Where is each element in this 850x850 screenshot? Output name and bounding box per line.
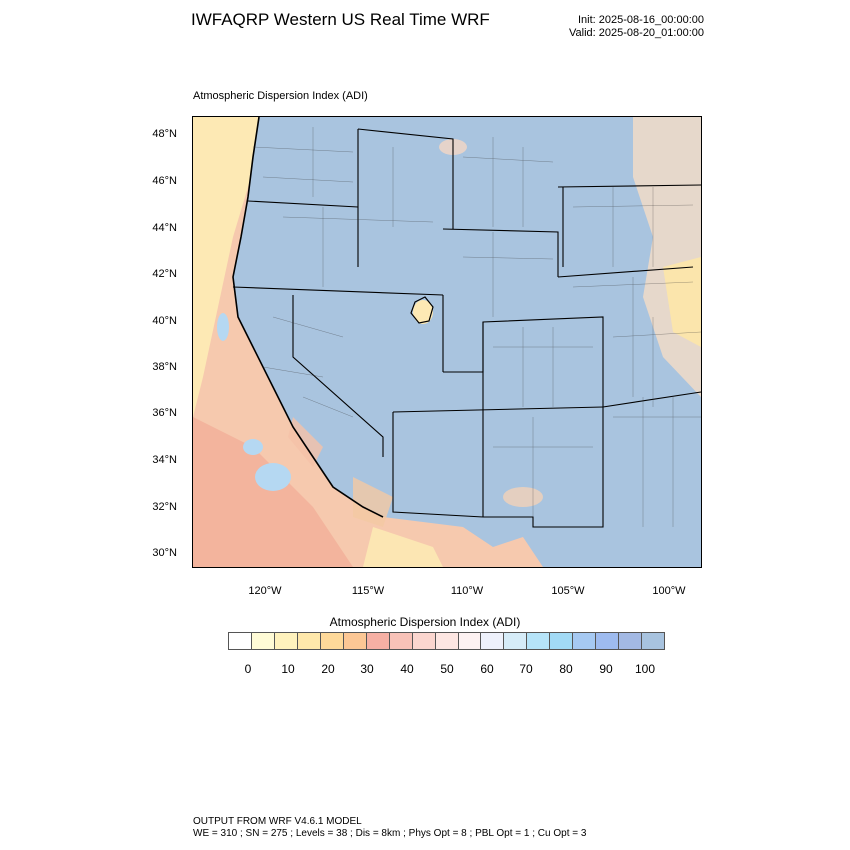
lat-label: 32°N <box>152 501 177 513</box>
color-legend <box>228 632 665 650</box>
plains-yellow-patch <box>663 257 701 347</box>
lat-label: 46°N <box>152 175 177 187</box>
legend-swatch <box>504 633 528 649</box>
desert-low-adi <box>353 477 393 527</box>
newmexico-low-adi-patch <box>503 487 543 507</box>
legend-tick-label: 70 <box>519 662 533 676</box>
map-panel <box>192 116 702 568</box>
lat-label: 44°N <box>152 222 177 234</box>
ocean-high-adi-patch <box>217 313 229 341</box>
legend-tick-label: 80 <box>559 662 573 676</box>
legend-title: Atmospheric Dispersion Index (ADI) <box>329 615 521 629</box>
legend-tick-label: 60 <box>480 662 494 676</box>
ocean-south-area <box>193 417 353 567</box>
legend-swatch <box>550 633 574 649</box>
ocean-high-adi-patch <box>243 439 263 455</box>
lat-label: 48°N <box>152 128 177 140</box>
lat-label: 40°N <box>152 315 177 327</box>
legend-swatch <box>229 633 252 649</box>
state-boundaries <box>232 128 701 528</box>
legend-swatch <box>320 633 344 649</box>
legend-tick-label: 10 <box>281 662 295 676</box>
lat-label: 36°N <box>152 407 177 419</box>
ocean-north-low-adi <box>193 117 263 417</box>
legend-swatch <box>343 633 367 649</box>
lon-label: 120°W <box>248 585 282 597</box>
page-title: IWFAQRP Western US Real Time WRF <box>191 10 490 29</box>
model-info-line1: OUTPUT FROM WRF V4.6.1 MODEL <box>193 816 362 827</box>
baja-low-adi <box>363 527 443 567</box>
init-time: Init: 2025-08-16_00:00:00 <box>578 14 704 26</box>
legend-swatch <box>435 633 459 649</box>
utah-low-adi-patch <box>413 300 433 324</box>
lon-label: 110°W <box>450 585 484 597</box>
valid-time: Valid: 2025-08-20_01:00:00 <box>569 27 704 39</box>
coastline <box>232 117 384 518</box>
legend-swatch <box>642 633 665 649</box>
legend-tick-label: 50 <box>440 662 454 676</box>
lon-label: 115°W <box>351 585 385 597</box>
county-boundaries <box>252 127 701 527</box>
legend-swatch <box>297 633 321 649</box>
ocean-high-adi-patch <box>255 463 291 491</box>
lat-label: 38°N <box>152 361 177 373</box>
legend-swatch <box>573 633 597 649</box>
land-high-adi <box>233 117 701 567</box>
lat-label: 42°N <box>152 268 177 280</box>
legend-swatch <box>366 633 390 649</box>
california-low-adi <box>288 417 323 467</box>
legend-swatch <box>251 633 275 649</box>
legend-swatch <box>481 633 505 649</box>
legend-tick-label: 20 <box>321 662 335 676</box>
legend-tick-label: 0 <box>244 662 252 676</box>
great-salt-lake <box>410 296 434 324</box>
field-title: Atmospheric Dispersion Index (ADI) <box>193 90 368 102</box>
lat-label: 30°N <box>152 547 177 559</box>
legend-swatch <box>412 633 436 649</box>
adi-map <box>193 117 701 567</box>
legend-tick-label: 40 <box>400 662 414 676</box>
legend-swatch <box>619 633 643 649</box>
legend-tick-label: 90 <box>599 662 613 676</box>
legend-swatch <box>389 633 413 649</box>
lon-label: 100°W <box>652 585 686 597</box>
legend-tick-label: 30 <box>360 662 374 676</box>
legend-swatch <box>458 633 482 649</box>
model-info-line2: WE = 310 ; SN = 275 ; Levels = 38 ; Dis … <box>193 828 587 839</box>
lat-label: 34°N <box>152 454 177 466</box>
legend-swatch <box>274 633 298 649</box>
legend-swatch <box>596 633 620 649</box>
legend-tick-label: 100 <box>634 662 656 676</box>
legend-swatch <box>527 633 551 649</box>
lon-label: 105°W <box>551 585 585 597</box>
